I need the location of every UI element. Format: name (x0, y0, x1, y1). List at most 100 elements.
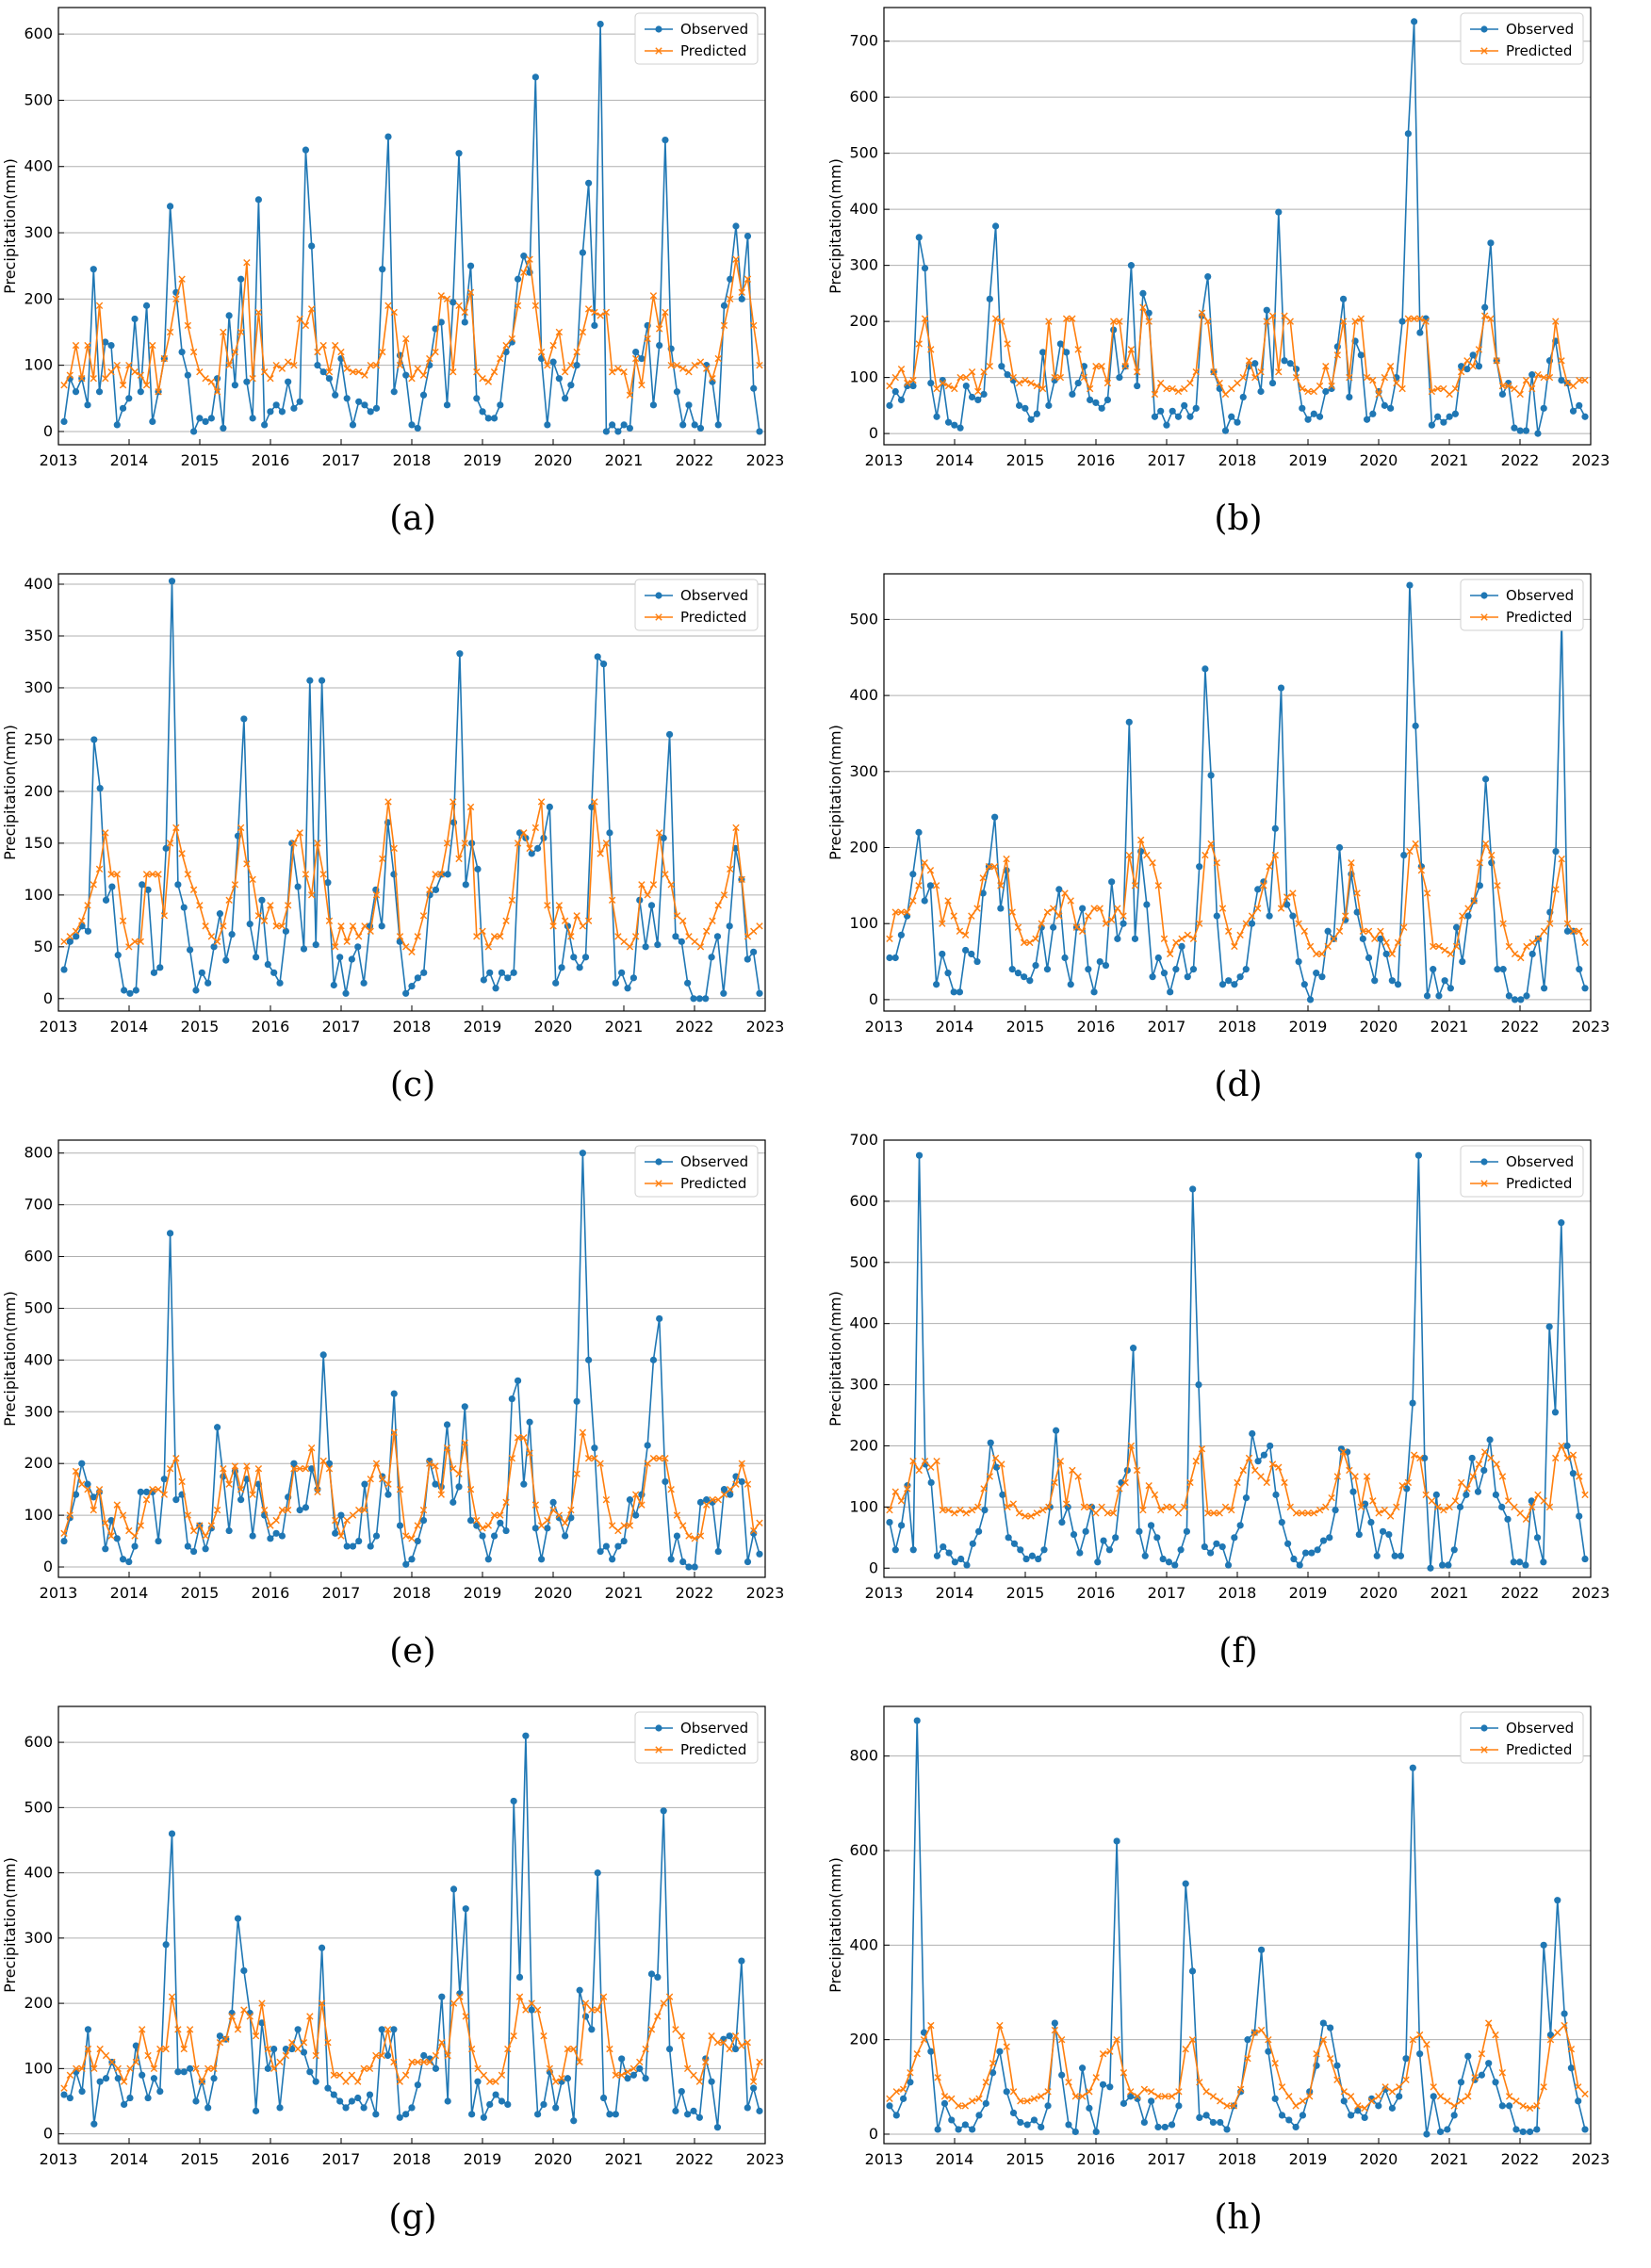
data-point-predicted (349, 367, 357, 376)
data-point-observed (649, 1356, 658, 1363)
data-point-predicted (1044, 2088, 1052, 2096)
data-point-observed (1154, 2123, 1162, 2131)
data-point-predicted (915, 1466, 923, 1475)
data-point-predicted (84, 1485, 91, 1493)
data-point-predicted (1398, 1481, 1406, 1490)
x-tick-label: 2016 (252, 2150, 290, 2168)
data-point-predicted (508, 896, 516, 905)
data-point-observed (1094, 1558, 1102, 1566)
data-point-observed (708, 954, 715, 961)
data-point-predicted (278, 922, 286, 930)
data-point-observed (1581, 985, 1589, 992)
data-point-observed (196, 415, 204, 422)
data-point-predicted (1528, 1503, 1536, 1511)
data-point-predicted (1398, 384, 1406, 393)
data-point-observed (508, 1395, 515, 1403)
data-point-predicted (1552, 886, 1560, 893)
y-tick-label: 300 (24, 1929, 53, 1947)
data-point-observed (1563, 1442, 1571, 1450)
data-point-observed (139, 881, 146, 889)
data-point-observed (1272, 1491, 1280, 1498)
data-point-predicted (588, 2006, 596, 2014)
data-point-observed (678, 938, 685, 945)
data-point-predicted (980, 367, 988, 376)
legend-marker-observed (655, 1158, 662, 1166)
data-point-predicted (1299, 384, 1306, 393)
data-point-observed (691, 1563, 698, 1571)
data-point-observed (588, 2026, 596, 2033)
data-point-observed (549, 358, 557, 366)
data-point-observed (756, 428, 763, 435)
data-point-predicted (1480, 312, 1489, 319)
data-point-observed (907, 2079, 914, 2086)
data-point-observed (973, 957, 981, 966)
data-point-observed (1299, 2112, 1307, 2119)
data-point-predicted (437, 871, 445, 878)
data-point-predicted (1195, 920, 1203, 927)
data-point-predicted (695, 2078, 704, 2085)
data-point-predicted (1423, 2040, 1430, 2048)
data-point-observed (738, 295, 745, 302)
data-point-predicted (490, 1511, 499, 1519)
x-tick-label: 2020 (534, 451, 573, 469)
data-point-observed (1400, 851, 1408, 859)
data-point-predicted (1221, 1503, 1230, 1511)
data-point-predicted (502, 1498, 510, 1507)
data-point-predicted (1313, 2049, 1320, 2058)
data-point-predicted (192, 2064, 200, 2073)
data-point-predicted (150, 2064, 158, 2073)
data-point-predicted (467, 2045, 476, 2053)
data-point-observed (1278, 1518, 1285, 1526)
data-point-predicted (997, 882, 1005, 889)
data-point-predicted (1428, 387, 1436, 396)
caption-g: (g) (388, 2198, 437, 2237)
data-point-observed (1046, 1503, 1054, 1510)
data-point-observed (1090, 988, 1098, 996)
data-point-predicted (408, 1535, 416, 1542)
data-point-predicted (414, 933, 421, 940)
data-point-observed (695, 995, 703, 1003)
data-point-predicted (1505, 942, 1513, 951)
data-point-predicted (307, 891, 316, 899)
data-point-observed (1225, 977, 1233, 985)
data-point-observed (534, 844, 542, 852)
data-point-predicted (396, 361, 404, 369)
data-point-predicted (939, 1506, 946, 1514)
x-tick-label: 2015 (181, 451, 220, 469)
data-point-predicted (1139, 303, 1147, 311)
data-point-observed (1492, 2079, 1499, 2086)
data-point-observed (1207, 1549, 1215, 1557)
data-point-observed (562, 1532, 569, 1540)
data-point-observed (1581, 1555, 1589, 1563)
data-point-predicted (102, 2051, 110, 2060)
series-predicted (886, 2019, 1589, 2113)
data-point-predicted (207, 933, 216, 940)
legend-label-observed: Observed (1506, 587, 1574, 604)
data-point-predicted (1201, 851, 1209, 859)
data-point-observed (249, 1532, 256, 1540)
data-point-observed (1074, 379, 1082, 387)
data-point-observed (927, 1478, 935, 1487)
legend-marker-predicted (655, 1180, 662, 1187)
data-point-predicted (480, 2071, 488, 2079)
data-point-predicted (1231, 942, 1238, 951)
data-point-predicted (113, 1501, 121, 1509)
x-tick-label: 2020 (1360, 2150, 1398, 2168)
data-point-observed (1008, 966, 1016, 973)
data-point-observed (948, 2116, 956, 2124)
data-point-predicted (1080, 373, 1088, 382)
data-point-predicted (131, 367, 139, 376)
data-point-predicted (1328, 382, 1335, 390)
data-point-observed (1112, 1534, 1120, 1542)
data-point-observed (419, 391, 428, 399)
data-point-observed (632, 348, 640, 356)
data-point-observed (1333, 2062, 1341, 2069)
data-point-predicted (515, 1993, 524, 2000)
data-point-observed (444, 871, 451, 878)
data-point-observed (1281, 357, 1288, 365)
data-point-predicted (379, 348, 386, 356)
data-point-predicted (1313, 950, 1320, 958)
data-point-observed (1209, 2118, 1218, 2127)
